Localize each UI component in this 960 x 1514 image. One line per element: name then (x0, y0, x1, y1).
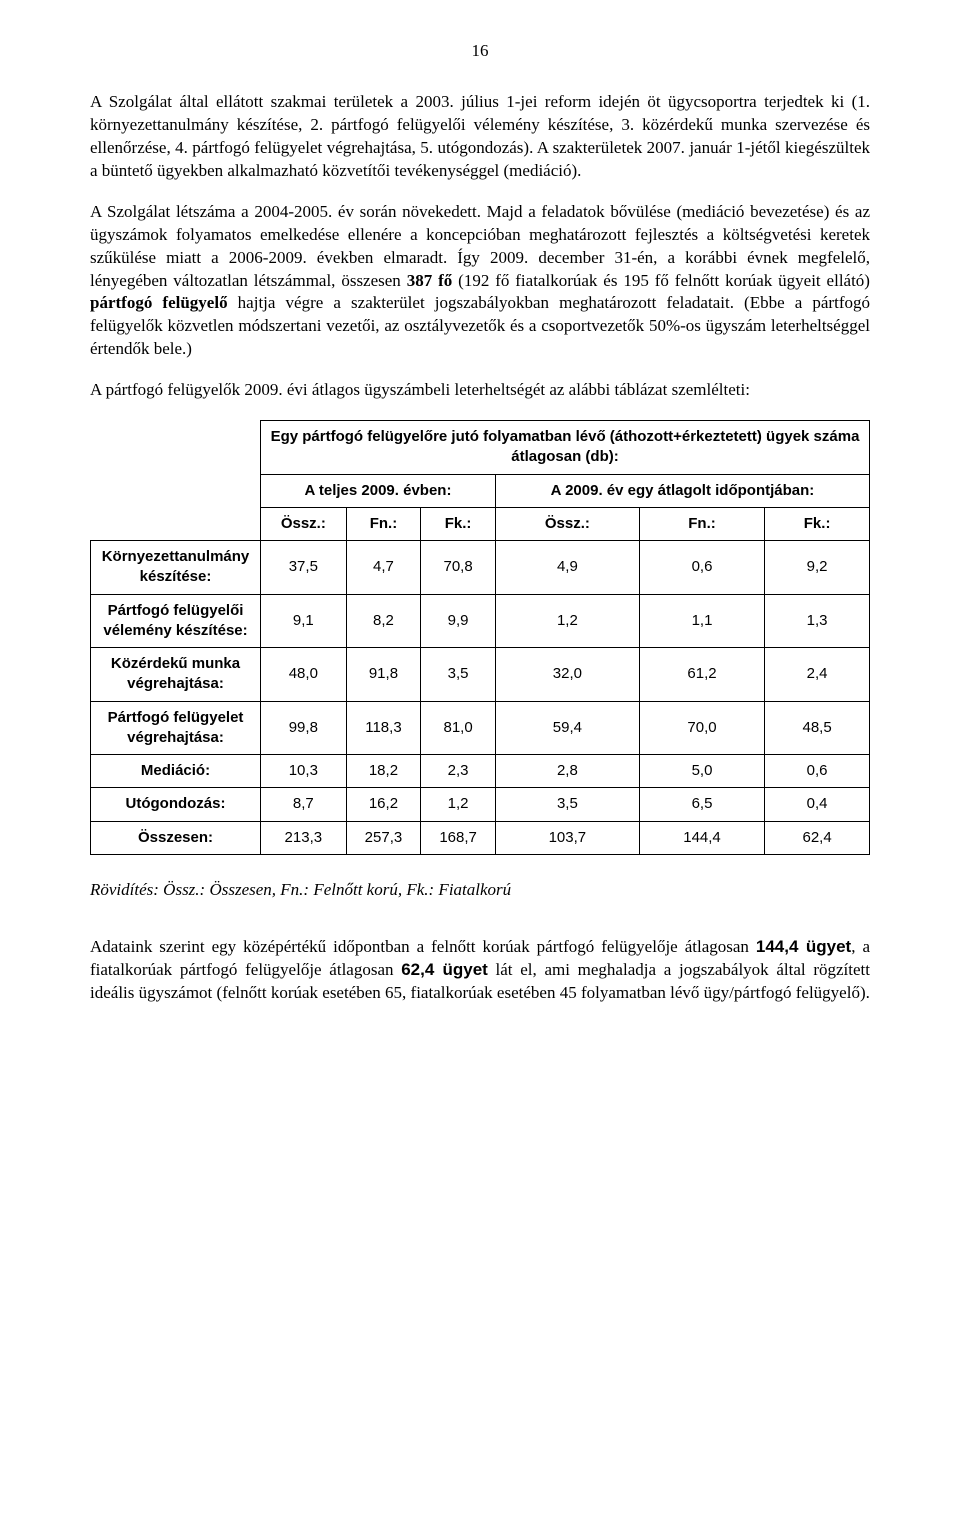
row-label: Pártfogó felügyelői vélemény készítése: (91, 594, 261, 648)
cell: 91,8 (346, 648, 421, 702)
bold-value-2: 62,4 ügyet (401, 960, 488, 979)
text-span: (192 fő fiatalkorúak és 195 fő felnőtt k… (452, 271, 870, 290)
cell: 8,7 (261, 788, 347, 821)
table-row: Pártfogó felügyelői vélemény készítése: … (91, 594, 870, 648)
table-total-row: Összesen: 213,3 257,3 168,7 103,7 144,4 … (91, 821, 870, 854)
col-fk-1: Fk.: (421, 507, 496, 540)
cell: 3,5 (421, 648, 496, 702)
cell: 5,0 (639, 755, 764, 788)
cell: 103,7 (495, 821, 639, 854)
cell: 2,3 (421, 755, 496, 788)
cell: 48,0 (261, 648, 347, 702)
cell: 0,6 (765, 755, 870, 788)
cell: 1,2 (495, 594, 639, 648)
page-number: 16 (90, 40, 870, 63)
cell: 59,4 (495, 701, 639, 755)
row-label: Mediáció: (91, 755, 261, 788)
col-ossz-2: Össz.: (495, 507, 639, 540)
cell: 81,0 (421, 701, 496, 755)
cell: 9,1 (261, 594, 347, 648)
col-fn-1: Fn.: (346, 507, 421, 540)
row-label: Közérdekű munka végrehajtása: (91, 648, 261, 702)
row-label: Környezettanulmány készítése: (91, 541, 261, 595)
abbreviation-note: Rövidítés: Össz.: Összesen, Fn.: Felnőtt… (90, 879, 870, 902)
cell: 1,1 (639, 594, 764, 648)
text-span: Adataink szerint egy középértékű időpont… (90, 937, 756, 956)
cell: 2,4 (765, 648, 870, 702)
bold-term: pártfogó felügyelő (90, 293, 228, 312)
table-row: Pártfogó felügyelet végrehajtása: 99,8 1… (91, 701, 870, 755)
cell: 16,2 (346, 788, 421, 821)
cell: 168,7 (421, 821, 496, 854)
cell: 257,3 (346, 821, 421, 854)
paragraph-4: Adataink szerint egy középértékű időpont… (90, 936, 870, 1005)
paragraph-3: A pártfogó felügyelők 2009. évi átlagos … (90, 379, 870, 402)
col-ossz-1: Össz.: (261, 507, 347, 540)
cell: 48,5 (765, 701, 870, 755)
table-header-right: A 2009. év egy átlagolt időpontjában: (495, 474, 869, 507)
table-corner (91, 421, 261, 541)
table-row: Mediáció: 10,3 18,2 2,3 2,8 5,0 0,6 (91, 755, 870, 788)
cell: 3,5 (495, 788, 639, 821)
cell: 144,4 (639, 821, 764, 854)
cell: 70,0 (639, 701, 764, 755)
cell: 4,7 (346, 541, 421, 595)
cell: 0,4 (765, 788, 870, 821)
cell: 9,9 (421, 594, 496, 648)
cell: 6,5 (639, 788, 764, 821)
cell: 8,2 (346, 594, 421, 648)
cell: 2,8 (495, 755, 639, 788)
cell: 37,5 (261, 541, 347, 595)
table-row: Környezettanulmány készítése: 37,5 4,7 7… (91, 541, 870, 595)
cell: 62,4 (765, 821, 870, 854)
cell: 99,8 (261, 701, 347, 755)
cell: 70,8 (421, 541, 496, 595)
table-row: Utógondozás: 8,7 16,2 1,2 3,5 6,5 0,4 (91, 788, 870, 821)
cell: 32,0 (495, 648, 639, 702)
row-label: Pártfogó felügyelet végrehajtása: (91, 701, 261, 755)
cell: 61,2 (639, 648, 764, 702)
cell: 18,2 (346, 755, 421, 788)
cell: 1,2 (421, 788, 496, 821)
cell: 4,9 (495, 541, 639, 595)
table-row: Közérdekű munka végrehajtása: 48,0 91,8 … (91, 648, 870, 702)
col-fn-2: Fn.: (639, 507, 764, 540)
cell: 1,3 (765, 594, 870, 648)
table-header-row: Egy pártfogó felügyelőre jutó folyamatba… (91, 421, 870, 475)
cell: 9,2 (765, 541, 870, 595)
paragraph-1: A Szolgálat által ellátott szakmai terül… (90, 91, 870, 183)
table-header-left: A teljes 2009. évben: (261, 474, 496, 507)
cell: 213,3 (261, 821, 347, 854)
bold-value-1: 144,4 ügyet (756, 937, 851, 956)
cell: 0,6 (639, 541, 764, 595)
bold-count: 387 fő (407, 271, 453, 290)
cell: 10,3 (261, 755, 347, 788)
row-label-total: Összesen: (91, 821, 261, 854)
caseload-table: Egy pártfogó felügyelőre jutó folyamatba… (90, 420, 870, 855)
table-header-main: Egy pártfogó felügyelőre jutó folyamatba… (261, 421, 870, 475)
col-fk-2: Fk.: (765, 507, 870, 540)
cell: 118,3 (346, 701, 421, 755)
row-label: Utógondozás: (91, 788, 261, 821)
paragraph-2: A Szolgálat létszáma a 2004-2005. év sor… (90, 201, 870, 362)
